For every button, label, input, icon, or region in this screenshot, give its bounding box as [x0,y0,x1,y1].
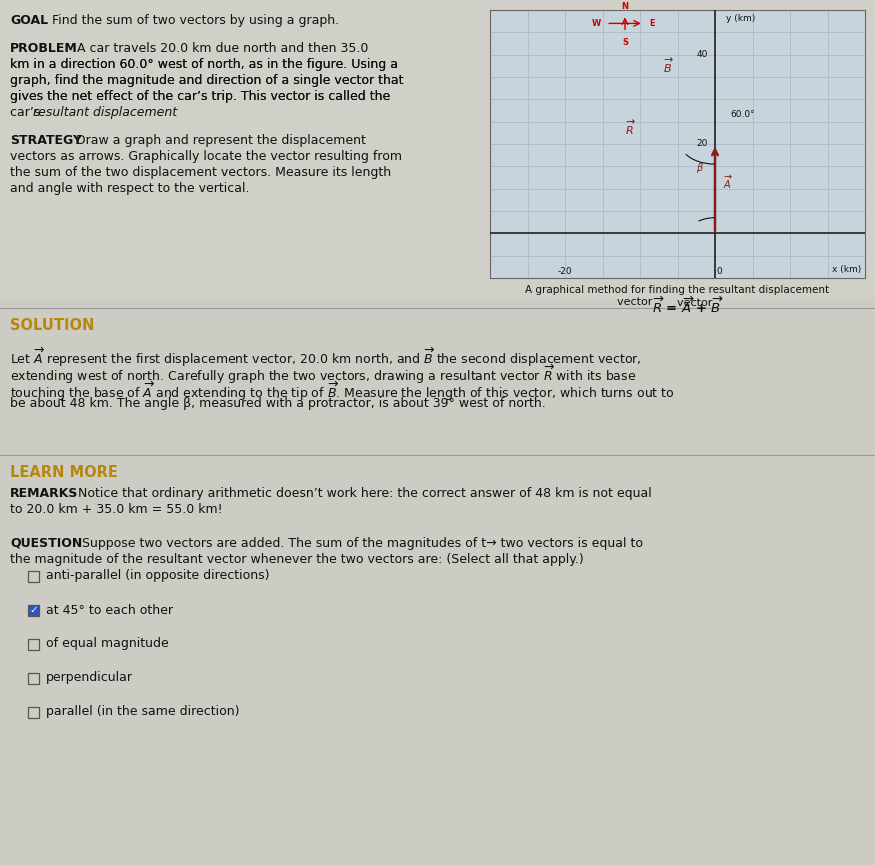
Text: gives the net effect of the car’s trip. This vector is called the: gives the net effect of the car’s trip. … [10,90,390,103]
Text: be about 48 km. The angle β, measured with a protractor, is about 39° west of no: be about 48 km. The angle β, measured wi… [10,397,546,410]
Text: vector: vector [677,298,716,308]
Text: Find the sum of two vectors by using a graph.: Find the sum of two vectors by using a g… [52,14,340,27]
Text: graph, find the magnitude and direction of a single vector that: graph, find the magnitude and direction … [10,74,403,87]
Text: -20: -20 [557,266,572,276]
Bar [28,707,39,718]
Text: 20: 20 [696,139,708,149]
Text: E: E [649,19,654,28]
Text: QUESTION: QUESTION [10,537,82,550]
Text: the magnitude of the resultant vector whenever the two vectors are: (Select all : the magnitude of the resultant vector wh… [10,553,584,566]
Text: S: S [622,38,628,47]
Text: $\beta$: $\beta$ [696,161,704,175]
Text: STRATEGY: STRATEGY [10,134,82,147]
Text: ✓: ✓ [29,606,38,616]
Text: anti-parallel (in opposite directions): anti-parallel (in opposite directions) [46,569,270,582]
Text: .: . [158,106,162,119]
Text: x (km): x (km) [832,265,861,273]
Text: 60.0°: 60.0° [730,110,754,119]
Text: graph, find the magnitude and direction of a single vector that: graph, find the magnitude and direction … [10,74,403,87]
Text: km in a direction 60.0° west of north, as in the figure. Using a: km in a direction 60.0° west of north, a… [10,58,398,71]
Bar [0,0,875,300]
Text: vector: vector [617,297,660,307]
Text: to 20.0 km + 35.0 km = 55.0 km!: to 20.0 km + 35.0 km = 55.0 km! [10,503,222,516]
Text: Let $\overrightarrow{A}$ represent the first displacement vector, 20.0 km north,: Let $\overrightarrow{A}$ represent the f… [10,346,641,369]
Text: SOLUTION: SOLUTION [10,318,94,333]
Text: extending west of north. Carefully graph the two vectors, drawing a resultant ve: extending west of north. Carefully graph… [10,363,636,386]
Bar [28,639,39,650]
Text: $\overrightarrow{B}$: $\overrightarrow{B}$ [662,56,674,74]
Bar [0,0,875,300]
Text: km in a direction 60.0° west of north, as in the figure. Using a: km in a direction 60.0° west of north, a… [10,58,398,71]
Bar [28,571,39,582]
Bar [28,673,39,684]
Text: car’s: car’s [10,106,45,119]
Text: parallel (in the same direction): parallel (in the same direction) [46,706,240,719]
Bar [28,605,39,616]
Text: y (km): y (km) [726,15,755,23]
Text: 40: 40 [696,50,708,59]
Text: and angle with respect to the vertical.: and angle with respect to the vertical. [10,182,249,195]
Text: $\overrightarrow{R}$: $\overrightarrow{R}$ [625,119,636,137]
Text: A car travels 20.0 km due north and then 35.0: A car travels 20.0 km due north and then… [73,42,368,55]
Text: vectors as arrows. Graphically locate the vector resulting from: vectors as arrows. Graphically locate th… [10,150,402,163]
Text: GOAL: GOAL [10,14,48,27]
Text: Notice that ordinary arithmetic doesn’t work here: the correct answer of 48 km i: Notice that ordinary arithmetic doesn’t … [70,487,652,500]
Text: touching the base of $\overrightarrow{A}$ and extending to the tip of $\overrigh: touching the base of $\overrightarrow{A}… [10,380,675,403]
Text: Draw a graph and represent the displacement: Draw a graph and represent the displacem… [68,134,366,147]
Text: W: W [592,19,601,28]
Text: gives the net effect of the car’s trip. This vector is called the: gives the net effect of the car’s trip. … [10,90,390,103]
Text: PROBLEM: PROBLEM [10,42,78,55]
Text: resultant displacement: resultant displacement [33,106,177,119]
Text: at 45° to each other: at 45° to each other [46,604,173,617]
Text: 0: 0 [716,266,722,276]
Text: perpendicular: perpendicular [46,671,133,684]
Text: N: N [621,2,628,11]
Text: $\overrightarrow{R}$ = $\overrightarrow{A}$ + $\overrightarrow{B}$: $\overrightarrow{R}$ = $\overrightarrow{… [652,296,724,317]
Text: REMARKS: REMARKS [10,487,79,500]
Text: Suppose two vectors are added. The sum of the magnitudes of t→ two vectors is eq: Suppose two vectors are added. The sum o… [78,537,643,550]
Text: the sum of the two displacement vectors. Measure its length: the sum of the two displacement vectors.… [10,166,391,179]
Text: of equal magnitude: of equal magnitude [46,638,169,650]
Text: $\overrightarrow{A}$: $\overrightarrow{A}$ [723,173,733,190]
Text: A graphical method for finding the resultant displacement: A graphical method for finding the resul… [525,285,830,295]
Text: LEARN MORE: LEARN MORE [10,465,118,480]
